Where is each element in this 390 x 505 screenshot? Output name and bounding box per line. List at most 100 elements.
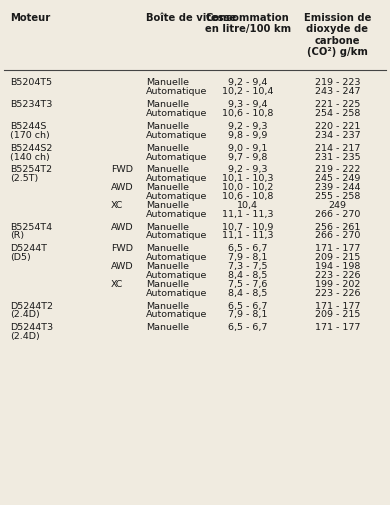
- Text: Automatique: Automatique: [146, 231, 207, 240]
- Text: XC: XC: [111, 279, 124, 288]
- Text: 256 - 261: 256 - 261: [315, 222, 360, 231]
- Text: B5254T4: B5254T4: [10, 222, 52, 231]
- Text: Emission de
dioxyde de
carbone
(CO²) g/km: Emission de dioxyde de carbone (CO²) g/k…: [304, 13, 371, 58]
- Text: Boîte de vitesse: Boîte de vitesse: [146, 13, 236, 23]
- Text: B5244S2: B5244S2: [10, 143, 52, 153]
- Text: Automatique: Automatique: [146, 174, 207, 183]
- Text: 234 - 237: 234 - 237: [315, 130, 360, 139]
- Text: B5204T5: B5204T5: [10, 78, 52, 87]
- Text: 171 - 177: 171 - 177: [315, 323, 360, 332]
- Text: Automatique: Automatique: [146, 109, 207, 118]
- Text: 254 - 258: 254 - 258: [315, 109, 360, 118]
- Text: Manuelle: Manuelle: [146, 200, 189, 210]
- Text: Automatique: Automatique: [146, 191, 207, 200]
- Text: Automatique: Automatique: [146, 288, 207, 297]
- Text: 171 - 177: 171 - 177: [315, 244, 360, 253]
- Text: 223 - 226: 223 - 226: [315, 270, 360, 279]
- Text: Consommation
en litre/100 km: Consommation en litre/100 km: [205, 13, 291, 34]
- Text: (140 ch): (140 ch): [10, 152, 50, 161]
- Text: AWD: AWD: [111, 222, 134, 231]
- Text: 239 - 244: 239 - 244: [315, 183, 360, 192]
- Text: 266 - 270: 266 - 270: [315, 231, 360, 240]
- Text: Automatique: Automatique: [146, 152, 207, 161]
- Text: Manuelle: Manuelle: [146, 100, 189, 109]
- Text: 219 - 223: 219 - 223: [315, 78, 360, 87]
- Text: Automatique: Automatique: [146, 130, 207, 139]
- Text: 7,5 - 7,6: 7,5 - 7,6: [228, 279, 267, 288]
- Text: AWD: AWD: [111, 183, 134, 192]
- Text: Manuelle: Manuelle: [146, 279, 189, 288]
- Text: 214 - 217: 214 - 217: [315, 143, 360, 153]
- Text: 245 - 249: 245 - 249: [315, 174, 360, 183]
- Text: (2.4D): (2.4D): [10, 331, 39, 340]
- Text: 10,4: 10,4: [237, 200, 258, 210]
- Text: AWD: AWD: [111, 262, 134, 271]
- Text: 171 - 177: 171 - 177: [315, 301, 360, 310]
- Text: Manuelle: Manuelle: [146, 143, 189, 153]
- Text: 9,2 - 9,3: 9,2 - 9,3: [228, 122, 268, 131]
- Text: 223 - 226: 223 - 226: [315, 288, 360, 297]
- Text: Manuelle: Manuelle: [146, 244, 189, 253]
- Text: Automatique: Automatique: [146, 270, 207, 279]
- Text: 8,4 - 8,5: 8,4 - 8,5: [228, 288, 267, 297]
- Text: Moteur: Moteur: [10, 13, 50, 23]
- Text: Manuelle: Manuelle: [146, 165, 189, 174]
- Text: B5254T2: B5254T2: [10, 165, 52, 174]
- Text: 11,1 - 11,3: 11,1 - 11,3: [222, 209, 273, 218]
- Text: 9,8 - 9,9: 9,8 - 9,9: [228, 130, 267, 139]
- Text: Automatique: Automatique: [146, 209, 207, 218]
- Text: 7,9 - 8,1: 7,9 - 8,1: [228, 310, 267, 319]
- Text: Automatique: Automatique: [146, 252, 207, 262]
- Text: FWD: FWD: [111, 165, 133, 174]
- Text: (2.4D): (2.4D): [10, 310, 39, 319]
- Text: Manuelle: Manuelle: [146, 323, 189, 332]
- Text: 6,5 - 6,7: 6,5 - 6,7: [228, 323, 267, 332]
- Text: 10,6 - 10,8: 10,6 - 10,8: [222, 191, 273, 200]
- Text: 266 - 270: 266 - 270: [315, 209, 360, 218]
- Text: 255 - 258: 255 - 258: [315, 191, 360, 200]
- Text: 9,2 - 9,4: 9,2 - 9,4: [228, 78, 267, 87]
- Text: 249: 249: [328, 200, 346, 210]
- Text: (R): (R): [10, 231, 24, 240]
- Text: 221 - 225: 221 - 225: [315, 100, 360, 109]
- Text: FWD: FWD: [111, 244, 133, 253]
- Text: Manuelle: Manuelle: [146, 222, 189, 231]
- Text: 11,1 - 11,3: 11,1 - 11,3: [222, 231, 273, 240]
- Text: D5244T2: D5244T2: [10, 301, 53, 310]
- Text: B5234T3: B5234T3: [10, 100, 52, 109]
- Text: B5244S: B5244S: [10, 122, 46, 131]
- Text: 7,9 - 8,1: 7,9 - 8,1: [228, 252, 267, 262]
- Text: (2.5T): (2.5T): [10, 174, 38, 183]
- Text: 8,4 - 8,5: 8,4 - 8,5: [228, 270, 267, 279]
- Text: 6,5 - 6,7: 6,5 - 6,7: [228, 244, 267, 253]
- Text: Automatique: Automatique: [146, 87, 207, 96]
- Text: (170 ch): (170 ch): [10, 130, 50, 139]
- Text: 219 - 222: 219 - 222: [315, 165, 360, 174]
- Text: 231 - 235: 231 - 235: [315, 152, 360, 161]
- Text: 209 - 215: 209 - 215: [315, 310, 360, 319]
- Text: D5244T: D5244T: [10, 244, 47, 253]
- Text: 243 - 247: 243 - 247: [315, 87, 360, 96]
- Text: 10,6 - 10,8: 10,6 - 10,8: [222, 109, 273, 118]
- Text: 9,3 - 9,4: 9,3 - 9,4: [228, 100, 268, 109]
- Text: 6,5 - 6,7: 6,5 - 6,7: [228, 301, 267, 310]
- Text: 10,7 - 10,9: 10,7 - 10,9: [222, 222, 273, 231]
- Text: Manuelle: Manuelle: [146, 122, 189, 131]
- Text: 9,2 - 9,3: 9,2 - 9,3: [228, 165, 268, 174]
- Text: Manuelle: Manuelle: [146, 301, 189, 310]
- Text: XC: XC: [111, 200, 124, 210]
- Text: 9,7 - 9,8: 9,7 - 9,8: [228, 152, 267, 161]
- Text: 10,1 - 10,3: 10,1 - 10,3: [222, 174, 273, 183]
- Text: Manuelle: Manuelle: [146, 78, 189, 87]
- Text: Manuelle: Manuelle: [146, 262, 189, 271]
- Text: 220 - 221: 220 - 221: [315, 122, 360, 131]
- Text: (D5): (D5): [10, 252, 30, 262]
- Text: 209 - 215: 209 - 215: [315, 252, 360, 262]
- Text: Automatique: Automatique: [146, 310, 207, 319]
- Text: 199 - 202: 199 - 202: [315, 279, 360, 288]
- Text: Manuelle: Manuelle: [146, 183, 189, 192]
- Text: 194 - 198: 194 - 198: [315, 262, 360, 271]
- Text: 10,2 - 10,4: 10,2 - 10,4: [222, 87, 273, 96]
- Text: 7,3 - 7,5: 7,3 - 7,5: [228, 262, 268, 271]
- Text: D5244T3: D5244T3: [10, 323, 53, 332]
